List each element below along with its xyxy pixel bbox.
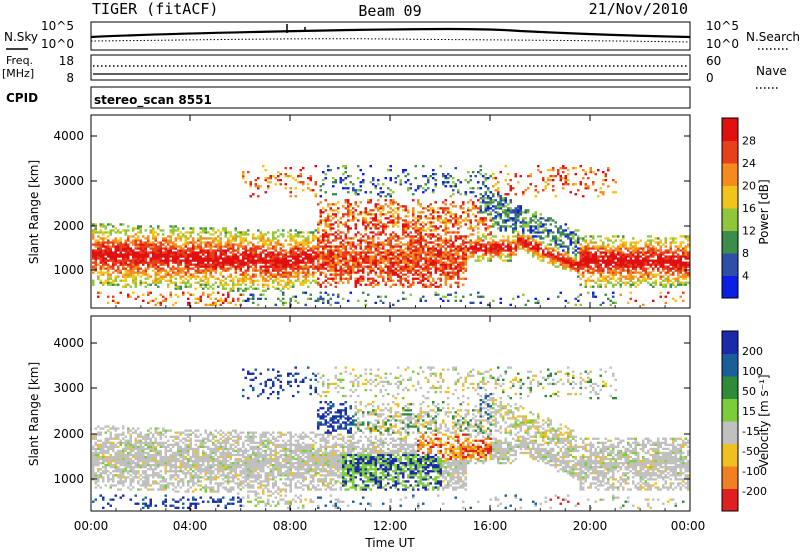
- nsearch-tick-bottom: 10^0: [706, 37, 739, 51]
- velocity-colorbar-swatch: [722, 443, 738, 467]
- nsky-tick-bottom: 10^0: [41, 37, 74, 51]
- nsearch-label: N.Search: [746, 30, 800, 44]
- power-ytick-1000: 1000: [53, 263, 84, 277]
- nave-label: Nave: [756, 64, 787, 78]
- xtick-0000-start: 00:00: [74, 519, 109, 533]
- power-colorbar-swatch: [722, 163, 738, 186]
- velocity-colorbar-label: Velocity [m s⁻¹]: [757, 374, 771, 467]
- xtick-1600: 16:00: [473, 519, 508, 533]
- freq-tick-bottom: 8: [66, 71, 74, 85]
- velocity-colorbar-swatch: [722, 466, 738, 489]
- freq-unit-label: [MHz]: [2, 67, 34, 80]
- power-colorbar-tick: 20: [742, 180, 756, 193]
- power-colorbar-swatch: [722, 253, 738, 276]
- velocity-ytick-3000: 3000: [53, 381, 84, 395]
- cpid-panel: CPID stereo_scan 8551: [6, 86, 691, 109]
- date-title: 21/Nov/2010: [589, 0, 688, 18]
- xtick-1200: 12:00: [373, 519, 408, 533]
- freq-label: Freq.: [6, 54, 33, 67]
- power-colorbar-swatch: [722, 140, 738, 164]
- power-panel: Slant Range [km] 1000 2000 3000 4000: [27, 114, 691, 309]
- xtick-0800: 08:00: [273, 519, 308, 533]
- xtick-2000: 20:00: [573, 519, 608, 533]
- xtick-0400: 04:00: [173, 519, 208, 533]
- velocity-colorbar-swatch: [722, 421, 738, 444]
- velocity-colorbar-swatch: [722, 398, 738, 422]
- velocity-ylabel: Slant Range [km]: [27, 362, 41, 466]
- nave-tick-bottom: 0: [706, 71, 714, 85]
- xtick-0000-end: 00:00: [671, 519, 706, 533]
- velocity-ytick-1000: 1000: [53, 472, 84, 486]
- power-ylabel: Slant Range [km]: [27, 160, 41, 264]
- power-colorbar: 4 8 12 16 20 24 28: [721, 117, 756, 299]
- velocity-colorbar: 200 100 50 15 -15 -50 -100 -200: [721, 330, 767, 512]
- nsearch-tick-top: 10^5: [706, 19, 739, 33]
- power-colorbar-tick: 16: [742, 202, 756, 215]
- xlabel: Time UT: [364, 536, 415, 550]
- nsky-label: N.Sky: [4, 30, 38, 44]
- power-colorbar-swatch: [722, 185, 738, 209]
- nsky-tick-top: 10^5: [41, 19, 74, 33]
- axis-ticks: [90, 115, 691, 511]
- velocity-colorbar-tick: -15: [742, 425, 760, 438]
- velocity-colorbar-swatch: [722, 488, 738, 512]
- nsky-panel: N.Sky 10^5 10^0 10^5 10^0 N.Search: [4, 19, 800, 51]
- velocity-data-cells: [92, 366, 690, 509]
- power-data-cells: [92, 165, 690, 306]
- velocity-colorbar-tick: -200: [742, 485, 767, 498]
- power-ytick-3000: 3000: [53, 174, 84, 188]
- beam-title: Beam 09: [358, 2, 421, 20]
- power-colorbar-tick: 12: [742, 225, 756, 238]
- velocity-ytick-2000: 2000: [53, 427, 84, 441]
- power-colorbar-tick: 24: [742, 157, 756, 170]
- velocity-colorbar-swatch: [722, 353, 738, 377]
- power-colorbar-tick: 4: [742, 270, 749, 283]
- velocity-colorbar-swatch: [722, 331, 738, 354]
- freq-tick-top: 18: [59, 54, 74, 68]
- velocity-colorbar-tick: 100: [742, 365, 763, 378]
- power-colorbar-label: Power [dB]: [757, 179, 771, 244]
- nave-tick-top: 60: [706, 54, 721, 68]
- velocity-colorbar-swatch: [722, 376, 738, 399]
- velocity-ytick-4000: 4000: [53, 336, 84, 350]
- freq-panel: Freq. [MHz] 18 8 60 0 Nave: [2, 54, 787, 89]
- power-colorbar-swatch: [722, 230, 738, 254]
- power-colorbar-swatch: [722, 275, 738, 299]
- power-ytick-4000: 4000: [53, 129, 84, 143]
- radar-title: TIGER (fitACF): [92, 0, 218, 18]
- power-colorbar-tick: 28: [742, 135, 756, 148]
- velocity-panel: Slant Range [km] 1000 2000 3000 4000 00:…: [27, 315, 706, 550]
- cpid-label: CPID: [6, 91, 38, 105]
- cpid-value: stereo_scan 8551: [94, 93, 212, 108]
- power-colorbar-swatch: [722, 118, 738, 141]
- velocity-colorbar-tick: -50: [742, 445, 760, 458]
- power-colorbar-tick: 8: [742, 247, 749, 260]
- velocity-colorbar-tick: 200: [742, 345, 763, 358]
- velocity-colorbar-tick: -100: [742, 465, 767, 478]
- velocity-colorbar-tick: 15: [742, 405, 756, 418]
- velocity-colorbar-tick: 50: [742, 385, 756, 398]
- power-ytick-2000: 2000: [53, 219, 84, 233]
- power-colorbar-swatch: [722, 208, 738, 231]
